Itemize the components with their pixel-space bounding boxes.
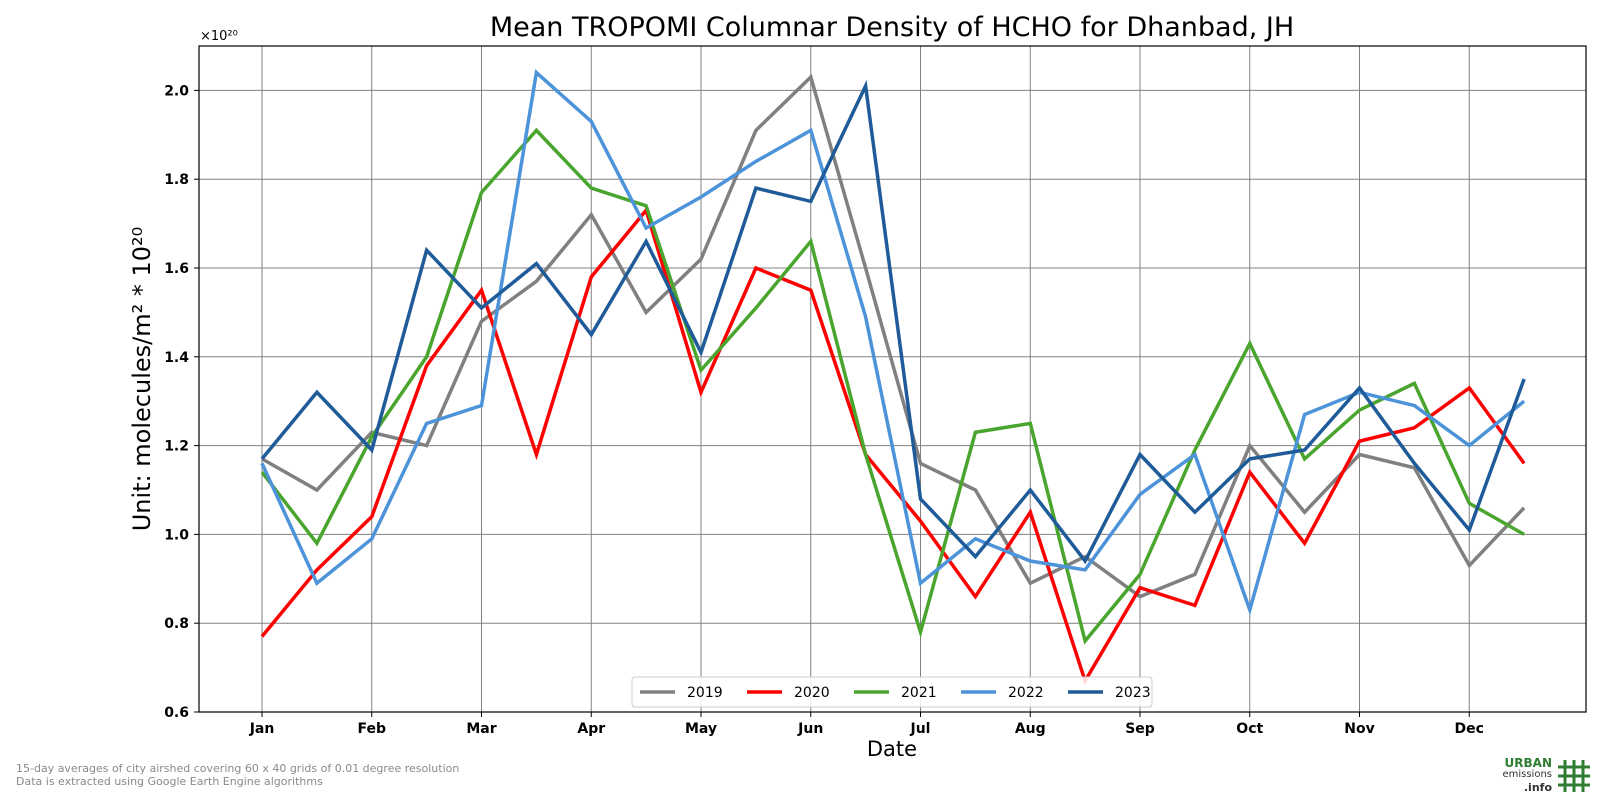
series-line-2019 bbox=[261, 73, 1526, 599]
legend-label-2023: 2023 bbox=[1115, 685, 1151, 701]
y-tick-label: 0.6 bbox=[164, 705, 189, 721]
legend-label-2020: 2020 bbox=[794, 685, 830, 701]
series-line-2020 bbox=[260, 206, 1526, 686]
x-tick-label: Jul bbox=[910, 721, 931, 737]
x-axis-label: Date bbox=[867, 737, 917, 761]
series-line-2022 bbox=[260, 69, 1526, 616]
x-tick-label: Sep bbox=[1125, 721, 1155, 737]
footnote-line-2: Data is extracted using Google Earth Eng… bbox=[16, 775, 323, 788]
logo-line-3: .info bbox=[1523, 781, 1552, 794]
series-line-2023 bbox=[260, 79, 1526, 565]
x-tick-label: Dec bbox=[1455, 721, 1484, 737]
legend-label-2022: 2022 bbox=[1008, 685, 1044, 701]
x-tick-label: Jun bbox=[797, 721, 823, 737]
y-axis-label: Unit: molecules/m² * 10²⁰ bbox=[128, 227, 156, 532]
grid-logo-icon bbox=[1558, 760, 1590, 792]
legend-label-2019: 2019 bbox=[687, 685, 723, 701]
series-lines bbox=[260, 69, 1526, 686]
x-tick-label: Oct bbox=[1236, 721, 1263, 737]
y-tick-label: 1.0 bbox=[164, 527, 189, 543]
y-tick-label: 1.2 bbox=[164, 439, 189, 455]
series-line-2021 bbox=[260, 127, 1525, 645]
y-tick-label: 0.8 bbox=[164, 616, 189, 632]
legend-box bbox=[631, 676, 1153, 708]
y-tick-label: 1.6 bbox=[164, 261, 189, 277]
x-tick-label: Apr bbox=[577, 721, 605, 737]
x-tick-label: Jan bbox=[249, 721, 275, 737]
chart-title: Mean TROPOMI Columnar Density of HCHO fo… bbox=[490, 12, 1294, 43]
legend-label-2021: 2021 bbox=[901, 685, 937, 701]
y-tick-label: 1.8 bbox=[164, 172, 189, 188]
footnote-line-1: 15-day averages of city airshed covering… bbox=[16, 762, 460, 775]
x-tick-label: Nov bbox=[1344, 721, 1374, 737]
y-tick-label: 2.0 bbox=[164, 83, 189, 99]
logo-line-1: URBAN bbox=[1504, 756, 1552, 770]
x-tick-label: Feb bbox=[357, 721, 386, 737]
urban-emissions-logo: URBAN emissions .info bbox=[1492, 756, 1592, 796]
plot-frame bbox=[198, 45, 1587, 713]
y-axis-multiplier: ×10²⁰ bbox=[200, 29, 238, 44]
x-tick-labels: Jan Feb Mar Apr May Jun Jul Aug Sep Oct Nov Dec bbox=[249, 712, 1484, 737]
legend: 2019 2020 2021 2022 2023 bbox=[631, 676, 1153, 708]
logo-line-2: emissions bbox=[1502, 769, 1552, 780]
x-tick-label: Mar bbox=[466, 721, 496, 737]
x-tick-label: Aug bbox=[1015, 721, 1046, 737]
y-tick-labels: 0.6 0.8 1.0 1.2 1.4 1.6 1.8 2.0 bbox=[164, 83, 199, 721]
y-tick-label: 1.4 bbox=[164, 350, 189, 366]
x-tick-label: May bbox=[685, 721, 717, 737]
grid-lines bbox=[199, 46, 1586, 713]
